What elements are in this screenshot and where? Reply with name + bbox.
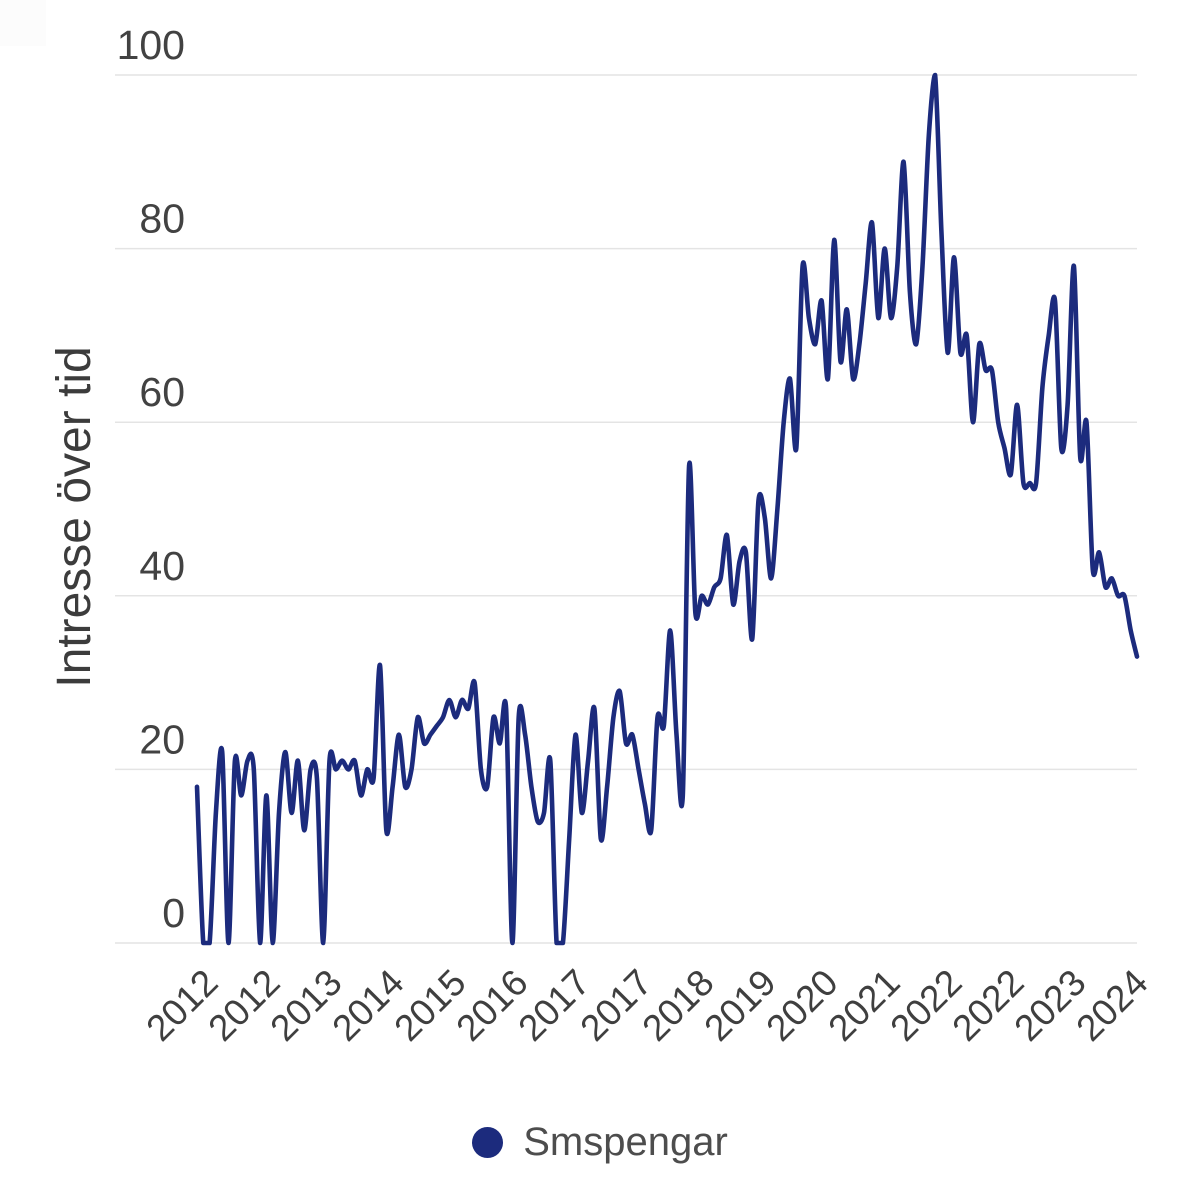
legend: Smspengar (0, 1110, 1200, 1174)
y-tick-label-0: 0 (162, 890, 185, 936)
x-tick-label-6: 2017 (510, 962, 597, 1049)
y-tick-label-80: 80 (139, 196, 185, 242)
y-axis-tick-labels: 0 20 40 60 80 100 (117, 22, 185, 936)
x-tick-label-14: 2023 (1006, 962, 1093, 1049)
x-tick-label-0: 2012 (138, 962, 225, 1049)
y-tick-label-60: 60 (139, 369, 185, 415)
x-tick-label-7: 2017 (572, 962, 659, 1049)
legend-marker-dot (472, 1126, 504, 1158)
x-tick-label-8: 2018 (634, 962, 721, 1049)
x-tick-label-3: 2014 (324, 962, 411, 1049)
x-tick-label-12: 2022 (882, 962, 969, 1049)
y-axis-title: Intresse över tid (48, 346, 101, 688)
x-tick-label-15: 2024 (1068, 962, 1155, 1049)
legend-label: Smspengar (523, 1119, 728, 1164)
x-tick-label-9: 2019 (696, 962, 783, 1049)
y-tick-label-40: 40 (139, 543, 185, 589)
x-tick-label-13: 2022 (944, 962, 1031, 1049)
x-tick-label-4: 2015 (386, 962, 473, 1049)
x-tick-label-1: 2012 (200, 962, 287, 1049)
x-tick-label-11: 2021 (820, 962, 907, 1049)
x-tick-label-2: 2013 (262, 962, 349, 1049)
corner-artifact (0, 0, 46, 46)
series-line-smspengar[interactable] (194, 72, 1140, 946)
y-tick-label-20: 20 (139, 716, 185, 762)
y-tick-label-100: 100 (117, 22, 185, 68)
x-axis-tick-labels: 2012201220132014201520162017201720182019… (138, 962, 1155, 1049)
x-tick-label-5: 2016 (448, 962, 535, 1049)
x-tick-label-10: 2020 (758, 962, 845, 1049)
